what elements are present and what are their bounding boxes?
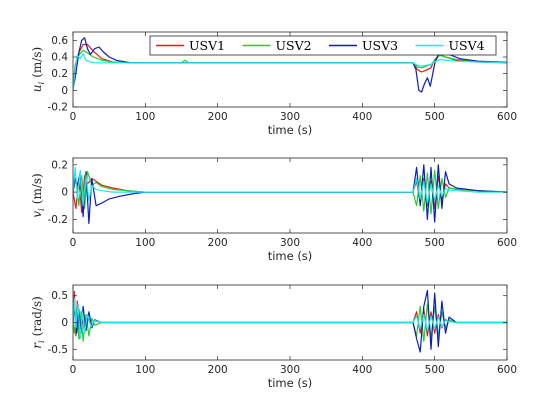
x-tick-label: 500 (425, 364, 445, 376)
y-axis-label-unit: (m/s) (30, 173, 44, 204)
x-tick-label: 200 (208, 364, 228, 376)
series-group (73, 164, 507, 225)
series-line-usv4 (73, 297, 507, 340)
y-axis-label-sub: i (37, 208, 47, 211)
y-axis-label: ri (rad/s) (30, 296, 47, 349)
x-tick-label: 500 (425, 111, 445, 123)
series-group (73, 289, 507, 353)
y-axis-label-var: r (30, 342, 44, 349)
series-line-usv3 (73, 164, 507, 225)
series-line-usv3 (73, 289, 507, 353)
series-line-usv2 (73, 49, 507, 89)
y-tick-label: -0.5 (48, 344, 69, 356)
y-axis-label-unit: (rad/s) (30, 296, 44, 336)
legend-box (149, 35, 497, 56)
x-axis-label: time (s) (268, 123, 313, 137)
series-group (73, 37, 507, 93)
x-tick-label: 0 (70, 111, 77, 123)
x-tick-label: 0 (70, 364, 77, 376)
series-line-usv4 (73, 53, 507, 91)
y-tick-label: 0.4 (51, 52, 68, 64)
x-tick-label: 600 (497, 364, 517, 376)
y-axis-label: ui (m/s) (30, 47, 47, 92)
x-tick-label: 600 (497, 237, 517, 249)
x-axis-label: time (s) (268, 376, 313, 390)
x-tick-label: 600 (497, 111, 517, 123)
x-tick-label: 400 (352, 111, 372, 123)
y-tick-label: 0 (61, 317, 68, 329)
y-axis-label-sub: i (37, 81, 47, 84)
y-tick-label: 0 (61, 85, 68, 97)
y-tick-label: 0.2 (51, 68, 68, 80)
x-tick-label: 200 (208, 111, 228, 123)
y-axis-label: vi (m/s) (30, 173, 47, 217)
legend-label-usv2: USV2 (276, 38, 312, 53)
y-axis-label-var: u (30, 84, 44, 92)
legend-label-usv4: USV4 (449, 38, 485, 53)
x-tick-label: 400 (352, 237, 372, 249)
y-tick-label: 0 (61, 187, 68, 199)
x-tick-label: 100 (135, 364, 155, 376)
x-axis-label: time (s) (268, 249, 313, 263)
x-tick-label: 300 (280, 237, 300, 249)
x-tick-label: 400 (352, 364, 372, 376)
y-axis-label-sub: i (37, 340, 47, 343)
legend-label-usv3: USV3 (362, 38, 398, 53)
x-tick-label: 200 (208, 237, 228, 249)
x-tick-label: 100 (135, 237, 155, 249)
x-tick-label: 300 (280, 364, 300, 376)
x-tick-label: 500 (425, 237, 445, 249)
y-tick-label: 0.6 (51, 35, 68, 47)
x-tick-label: 300 (280, 111, 300, 123)
y-tick-label: 0.5 (51, 290, 68, 302)
y-axis-label-var: v (30, 211, 44, 218)
y-tick-label: 0.2 (51, 159, 68, 171)
y-tick-label: -0.2 (48, 214, 69, 226)
legend-label-usv1: USV1 (189, 38, 225, 53)
series-line-usv4 (73, 166, 507, 207)
x-tick-label: 0 (70, 237, 77, 249)
x-tick-label: 100 (135, 111, 155, 123)
y-tick-label: -0.2 (48, 102, 69, 114)
legend: USV1 USV2 USV3 USV4 (149, 35, 497, 56)
y-axis-label-unit: (m/s) (30, 47, 44, 78)
